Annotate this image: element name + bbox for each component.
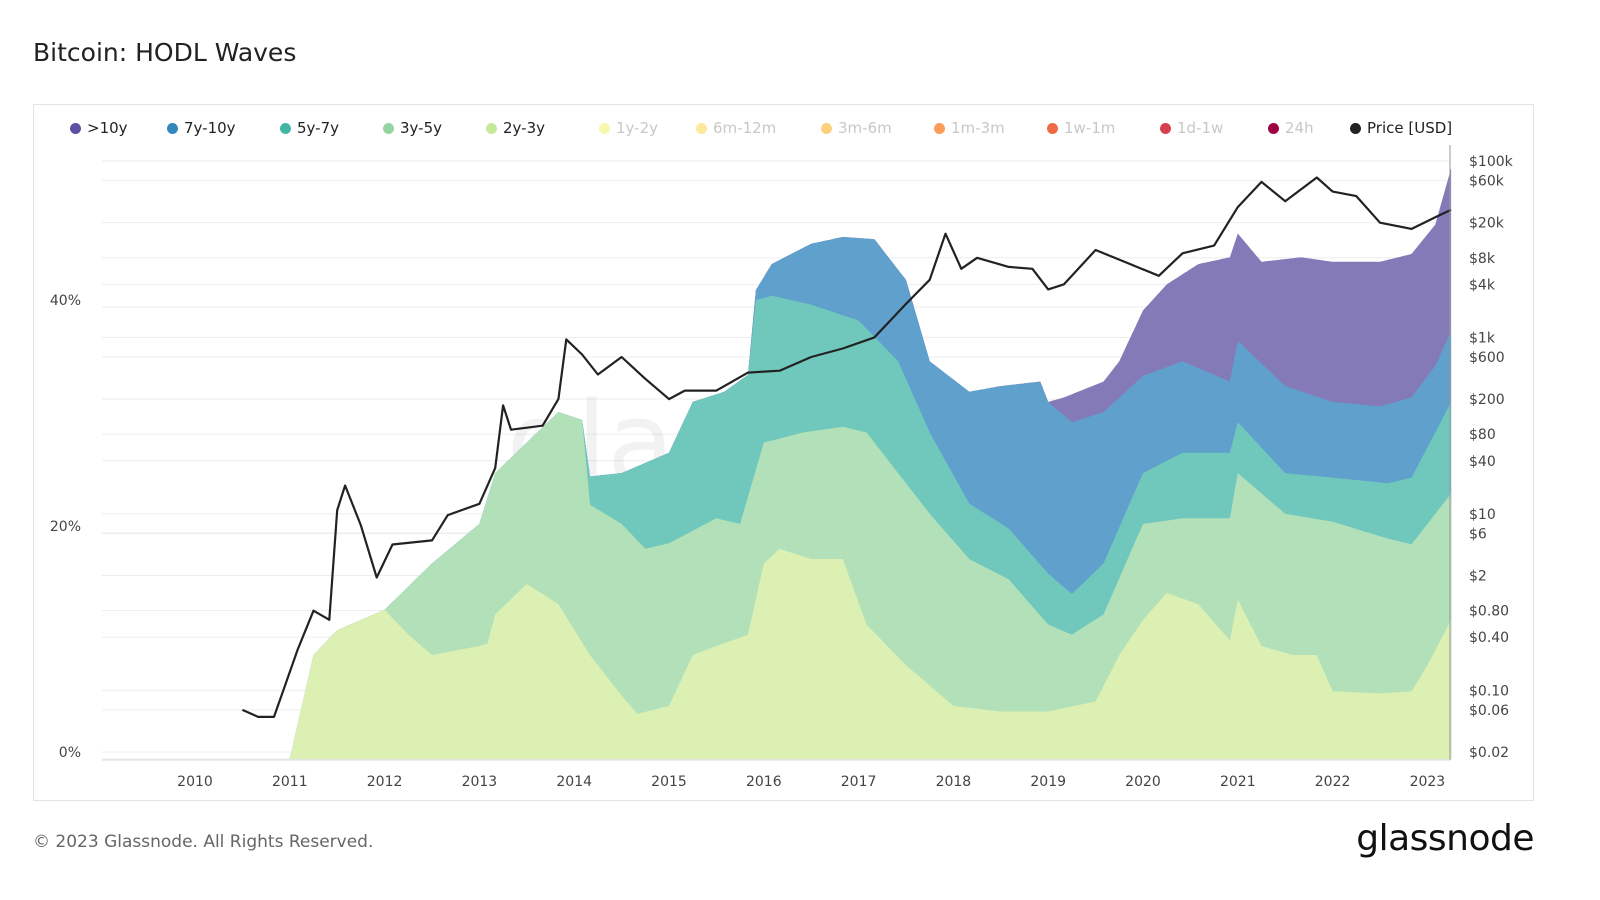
- legend-label: 5y-7y: [297, 119, 339, 137]
- legend-dot-icon: [1268, 122, 1279, 134]
- legend-dot-icon: [486, 122, 497, 134]
- legend-item-10y[interactable]: >10y: [70, 119, 167, 137]
- legend-label: 24h: [1285, 119, 1314, 137]
- legend-dot-icon: [1047, 122, 1058, 134]
- legend-item-1m-3m[interactable]: 1m-3m: [934, 119, 1047, 137]
- x-tick-label: 2023: [1410, 774, 1446, 790]
- y-left-tick-label: 40%: [50, 293, 81, 309]
- legend-label: 1w-1m: [1064, 119, 1116, 137]
- y-right-tick-label: $2: [1469, 569, 1487, 585]
- legend-item-2y-3y[interactable]: 2y-3y: [486, 119, 599, 137]
- legend-label: 1d-1w: [1177, 119, 1224, 137]
- y-right-tick-label: $100k: [1469, 154, 1514, 170]
- y-right-tick-label: $0.40: [1469, 630, 1509, 646]
- legend-item-3y-5y[interactable]: 3y-5y: [383, 119, 486, 137]
- legend-label: Price [USD]: [1367, 119, 1453, 137]
- legend-item-5y-7y[interactable]: 5y-7y: [280, 119, 383, 137]
- legend-dot-icon: [70, 122, 81, 134]
- x-tick-label: 2016: [746, 774, 782, 790]
- legend-label: 1y-2y: [616, 119, 658, 137]
- chart-legend: >10y 7y-10y 5y-7y 3y-5y 2y-3y 1y-2y 6m-12m 3m-6…: [70, 119, 1460, 137]
- legend-item-3m-6m[interactable]: 3m-6m: [821, 119, 934, 137]
- legend-label: 3m-6m: [838, 119, 892, 137]
- y-right-tick-label: $600: [1469, 350, 1505, 366]
- copyright-footer: © 2023 Glassnode. All Rights Reserved.: [33, 832, 374, 852]
- y-right-tick-label: $6: [1469, 526, 1487, 542]
- y-right-tick-label: $4k: [1469, 277, 1496, 293]
- glassnode-logo: glassnode: [1356, 818, 1534, 859]
- legend-dot-icon: [383, 122, 394, 134]
- legend-label: 3y-5y: [400, 119, 442, 137]
- legend-label: 1m-3m: [951, 119, 1005, 137]
- y-right-tick-label: $20k: [1469, 216, 1505, 232]
- x-tick-label: 2012: [367, 774, 403, 790]
- y-right-tick-label: $10: [1469, 507, 1496, 523]
- y-right-tick-label: $0.02: [1469, 745, 1509, 761]
- x-tick-label: 2011: [272, 774, 308, 790]
- legend-item-1d-1w[interactable]: 1d-1w: [1160, 119, 1268, 137]
- y-right-tick-label: $60k: [1469, 174, 1505, 190]
- x-tick-label: 2013: [462, 774, 498, 790]
- y-left-tick-label: 20%: [50, 519, 81, 535]
- legend-label: 7y-10y: [184, 119, 236, 137]
- y-right-tick-label: $0.06: [1469, 703, 1509, 719]
- legend-item-1y-2y[interactable]: 1y-2y: [599, 119, 696, 137]
- legend-label: >10y: [87, 119, 128, 137]
- chart-frame: [33, 104, 1534, 801]
- legend-item-price-usd[interactable]: Price [USD]: [1350, 119, 1460, 137]
- legend-item-7y-10y[interactable]: 7y-10y: [167, 119, 280, 137]
- y-right-tick-label: $40: [1469, 454, 1496, 470]
- y-right-tick-label: $1k: [1469, 330, 1496, 346]
- y-right-tick-label: $0.10: [1469, 683, 1509, 699]
- legend-dot-icon: [280, 122, 291, 134]
- x-tick-label: 2015: [651, 774, 687, 790]
- legend-dot-icon: [821, 122, 832, 134]
- x-tick-label: 2017: [841, 774, 877, 790]
- legend-dot-icon: [934, 122, 945, 134]
- x-tick-label: 2020: [1125, 774, 1161, 790]
- y-right-tick-label: $8k: [1469, 251, 1496, 267]
- legend-item-6m-12m[interactable]: 6m-12m: [696, 119, 821, 137]
- x-tick-label: 2022: [1315, 774, 1351, 790]
- legend-item-24h[interactable]: 24h: [1268, 119, 1350, 137]
- legend-label: 2y-3y: [503, 119, 545, 137]
- y-right-tick-label: $200: [1469, 392, 1505, 408]
- x-tick-label: 2014: [556, 774, 592, 790]
- y-right-tick-label: $80: [1469, 427, 1496, 443]
- y-right-tick-label: $0.80: [1469, 604, 1509, 620]
- legend-dot-icon: [599, 122, 610, 134]
- x-tick-label: 2019: [1030, 774, 1066, 790]
- area-2y-3y: [289, 548, 1452, 759]
- legend-dot-icon: [1160, 122, 1171, 134]
- x-tick-label: 2010: [177, 774, 213, 790]
- legend-dot-icon: [1350, 122, 1361, 134]
- x-tick-label: 2021: [1220, 774, 1256, 790]
- x-tick-label: 2018: [936, 774, 972, 790]
- legend-item-1w-1m[interactable]: 1w-1m: [1047, 119, 1160, 137]
- legend-dot-icon: [167, 122, 178, 134]
- chart-title: Bitcoin: HODL Waves: [33, 38, 297, 67]
- legend-dot-icon: [696, 122, 707, 134]
- price-line: [241, 176, 1452, 719]
- legend-label: 6m-12m: [713, 119, 777, 137]
- y-left-tick-label: 0%: [59, 745, 81, 761]
